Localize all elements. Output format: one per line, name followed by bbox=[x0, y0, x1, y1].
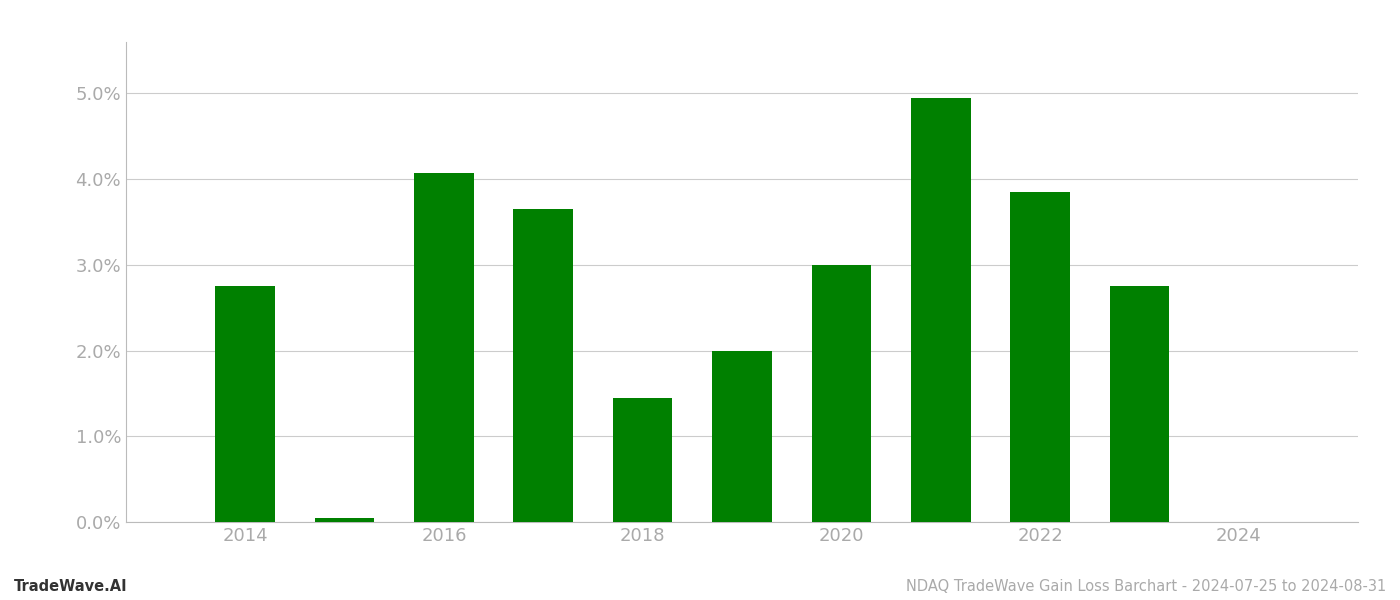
Bar bbox=[216, 286, 274, 522]
Bar bbox=[514, 209, 573, 522]
Bar bbox=[713, 350, 771, 522]
Bar bbox=[1110, 286, 1169, 522]
Text: TradeWave.AI: TradeWave.AI bbox=[14, 579, 127, 594]
Bar bbox=[613, 398, 672, 522]
Bar bbox=[812, 265, 871, 522]
Text: NDAQ TradeWave Gain Loss Barchart - 2024-07-25 to 2024-08-31: NDAQ TradeWave Gain Loss Barchart - 2024… bbox=[906, 579, 1386, 594]
Bar bbox=[1011, 192, 1070, 522]
Bar bbox=[414, 173, 473, 522]
Bar bbox=[315, 518, 374, 522]
Bar bbox=[911, 98, 970, 522]
